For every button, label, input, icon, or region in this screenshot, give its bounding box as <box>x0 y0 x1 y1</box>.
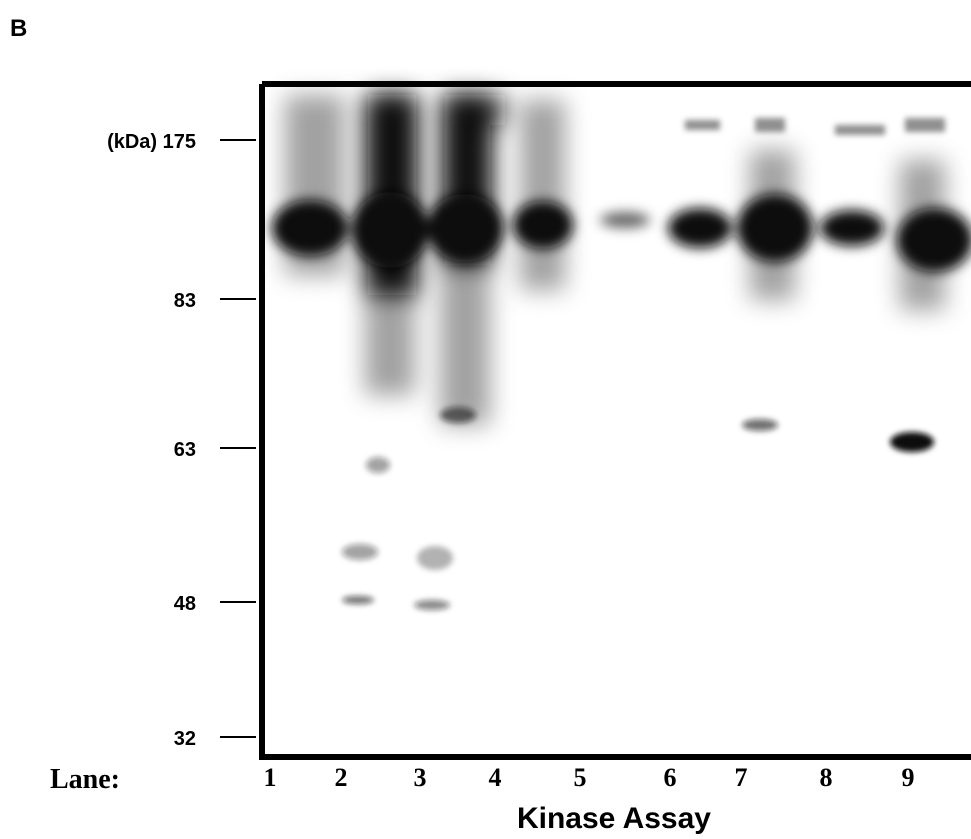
gel <box>259 81 971 760</box>
panel-label: B <box>10 15 27 42</box>
marker-label: 32 <box>174 728 196 750</box>
lane-number: 7 <box>735 763 748 792</box>
marker-label: (kDa) 175 <box>107 131 196 153</box>
marker-label: 48 <box>174 593 196 615</box>
size-markers: (kDa) 175 83 63 48 32 <box>107 131 256 750</box>
lane-number: 1 <box>264 763 277 792</box>
lane-numbers: 1 2 3 4 5 6 7 8 9 <box>264 763 915 792</box>
lane-label: Lane: <box>50 764 120 795</box>
lane-number: 8 <box>820 763 833 792</box>
marker-label: 83 <box>174 290 196 312</box>
lane-number: 5 <box>574 763 587 792</box>
lane-number: 6 <box>664 763 677 792</box>
caption: Kinase Assay <box>517 802 711 835</box>
lane-number: 3 <box>414 763 427 792</box>
marker-label: 63 <box>174 439 196 461</box>
lane-number: 4 <box>489 763 502 792</box>
lane-number: 2 <box>335 763 348 792</box>
lane-number: 9 <box>902 763 915 792</box>
